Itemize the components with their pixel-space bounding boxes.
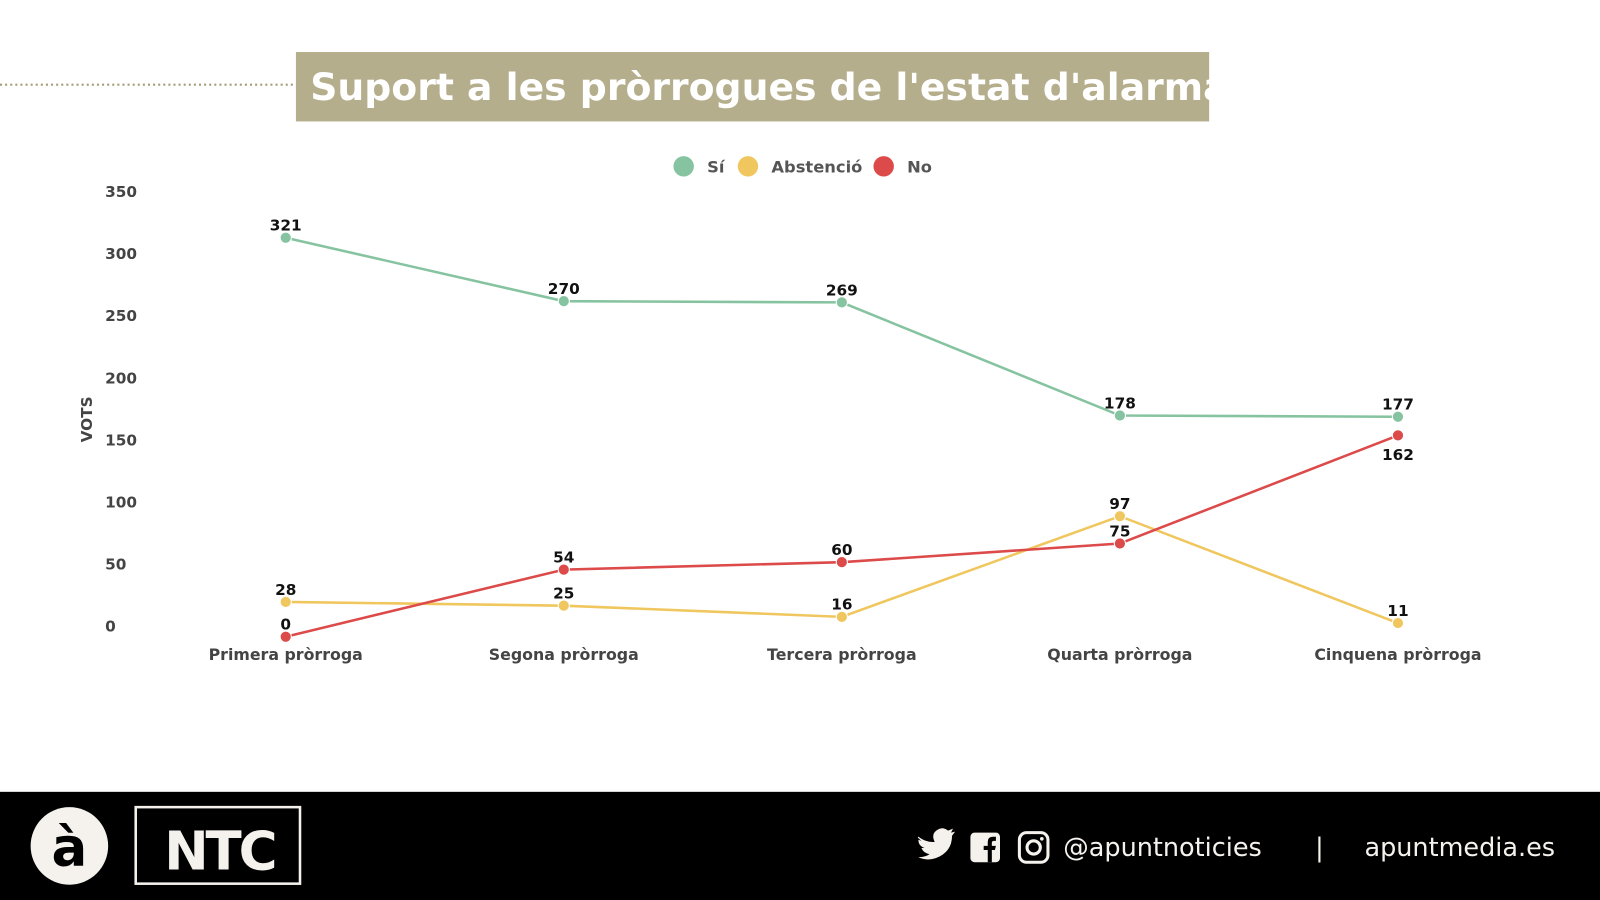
twitter-icon[interactable]	[917, 828, 956, 860]
data-label: 54	[553, 548, 574, 566]
data-label: 269	[826, 281, 858, 299]
data-label: 177	[1382, 396, 1414, 414]
x-category-label: Tercera pròrroga	[767, 645, 917, 664]
y-tick-label: 300	[105, 245, 137, 263]
chart-title: Suport a les pròrrogues de l'estat d'ala…	[310, 65, 1228, 109]
legend-label: No	[907, 157, 932, 176]
y-axis-label: VOTS	[78, 396, 96, 442]
data-point	[1391, 616, 1405, 630]
y-tick-label: 100	[105, 493, 137, 511]
apunt-logo: à	[30, 807, 109, 885]
y-tick-label: 250	[105, 307, 137, 325]
x-category-label: Primera pròrroga	[209, 645, 363, 664]
svg-text:à: à	[51, 816, 87, 878]
data-point	[835, 556, 848, 569]
data-point	[1391, 429, 1405, 442]
y-tick-label: 200	[105, 369, 137, 387]
legend-marker	[673, 156, 694, 177]
legend-label: Abstenció	[771, 157, 862, 176]
data-point	[1113, 510, 1127, 523]
data-label: 0	[280, 616, 291, 634]
x-category-label: Segona pròrroga	[489, 645, 639, 664]
svg-text:NTC: NTC	[164, 820, 274, 882]
instagram-icon[interactable]	[1017, 831, 1050, 864]
y-axis: 0 50 100 150 200 250 300 350	[105, 183, 137, 636]
series-line	[285, 236, 1398, 419]
data-point	[279, 630, 292, 643]
data-point	[1113, 537, 1127, 550]
website-link[interactable]: apuntmedia.es	[1364, 833, 1555, 863]
data-point	[557, 599, 570, 612]
data-label: 11	[1387, 602, 1408, 620]
data-label: 28	[275, 581, 296, 599]
x-category-label: Quarta pròrroga	[1047, 645, 1192, 664]
ntc-logo: NTC	[134, 805, 302, 885]
x-category-label: Cinquena pròrroga	[1314, 645, 1481, 664]
legend-marker	[737, 156, 759, 177]
legend-label: Sí	[707, 157, 726, 176]
data-point	[1391, 410, 1405, 423]
data-point	[557, 563, 570, 576]
y-tick-label: 50	[105, 556, 126, 574]
footer-separator: |	[1315, 833, 1324, 863]
data-label: 178	[1104, 394, 1136, 412]
y-tick-label: 0	[105, 618, 116, 636]
y-tick-label: 150	[105, 431, 137, 449]
data-point	[557, 295, 570, 308]
legend: Sí Abstenció No	[673, 156, 932, 177]
data-point	[835, 610, 848, 623]
data-label: 321	[270, 217, 302, 235]
data-labels: 321 270 269 178 177 28 25 16 97 11 0 54 60 75 162	[270, 217, 1414, 634]
x-axis: Primera pròrroga Segona pròrroga Tercera p…	[209, 645, 1482, 664]
y-tick-label: 350	[105, 183, 137, 201]
data-label: 25	[553, 585, 574, 603]
data-point	[279, 231, 292, 244]
data-label: 270	[548, 280, 580, 298]
social-handle[interactable]: @apuntnoticies	[1063, 833, 1262, 863]
data-label: 75	[1109, 522, 1130, 540]
facebook-icon[interactable]	[970, 832, 1000, 863]
data-label: 162	[1382, 446, 1414, 464]
data-point	[1113, 409, 1127, 422]
data-point	[279, 595, 292, 609]
data-point	[835, 296, 848, 309]
series-points	[279, 231, 1405, 643]
legend-marker	[873, 156, 894, 177]
data-label: 97	[1109, 495, 1130, 513]
data-label: 60	[831, 541, 852, 559]
data-label: 16	[831, 596, 852, 614]
footer-bar	[0, 791, 1600, 900]
title-box	[295, 52, 1210, 122]
